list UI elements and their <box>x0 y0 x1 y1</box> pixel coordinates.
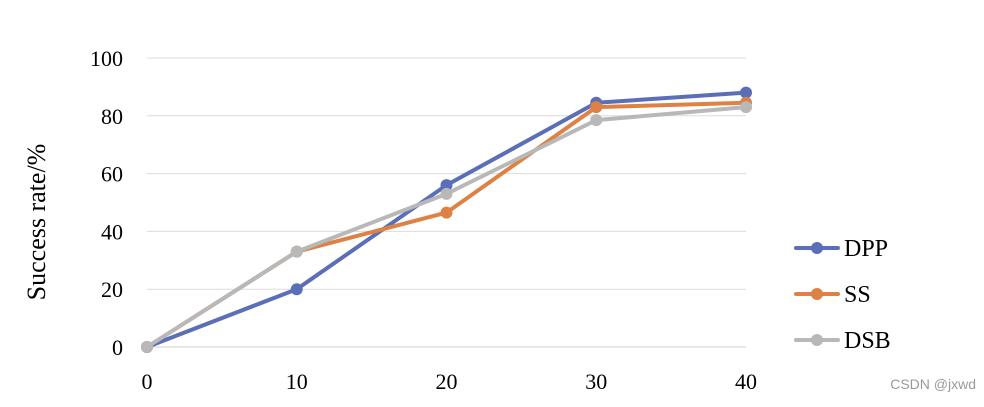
x-tick-label: 20 <box>436 369 458 394</box>
data-point-dsb <box>440 187 453 200</box>
legend-swatch-marker <box>811 334 823 346</box>
data-point-ss <box>590 101 603 114</box>
legend: DPP SS DSB <box>794 236 891 354</box>
data-point-dpp <box>290 283 303 296</box>
legend-label: SS <box>844 282 871 308</box>
y-tick-label: 20 <box>101 277 123 302</box>
legend-swatch-marker <box>811 288 823 300</box>
gridlines <box>147 57 746 348</box>
data-point-dsb <box>740 101 752 114</box>
series-lines <box>141 86 752 353</box>
y-tick-label: 80 <box>101 104 123 129</box>
y-tick-label: 100 <box>90 46 123 71</box>
legend-label: DSB <box>844 328 891 354</box>
y-tick-label: 0 <box>112 335 123 360</box>
watermark: CSDN @jxwd <box>890 376 976 392</box>
x-tick-label: 40 <box>735 369 757 394</box>
x-tick-label: 0 <box>142 369 153 394</box>
y-axis-title: Success rate/% <box>22 144 51 301</box>
legend-label: DPP <box>844 236 888 262</box>
legend-swatch-marker <box>811 242 823 254</box>
data-point-ss <box>440 206 453 219</box>
data-point-dpp <box>740 86 752 99</box>
x-tick-label: 30 <box>585 369 607 394</box>
y-tick-label: 60 <box>101 162 123 187</box>
y-tick-label: 40 <box>101 219 123 244</box>
data-point-dsb <box>590 114 603 127</box>
data-point-dpp <box>440 179 453 192</box>
series-line-dpp <box>145 90 748 349</box>
data-point-dsb <box>290 245 303 258</box>
x-tick-label: 10 <box>286 369 308 394</box>
data-point-dsb <box>141 341 153 353</box>
axes: 0 20 40 60 80 100 0 10 20 30 40 <box>90 46 757 394</box>
